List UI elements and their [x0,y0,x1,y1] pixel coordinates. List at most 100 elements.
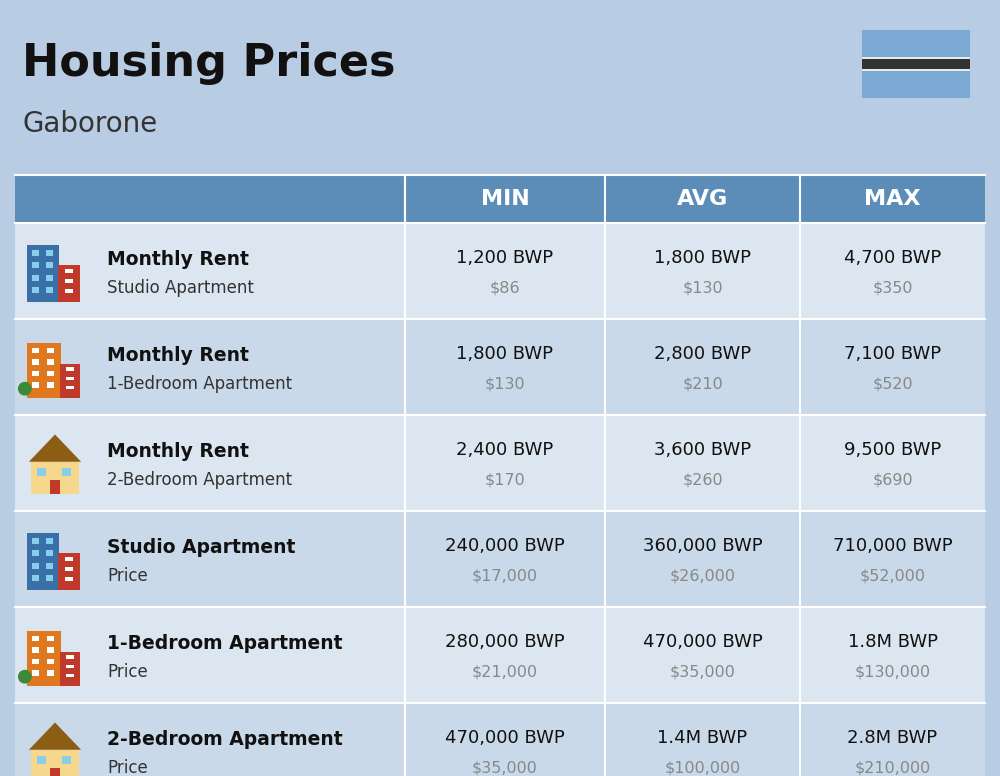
FancyBboxPatch shape [47,371,54,376]
FancyBboxPatch shape [405,415,605,511]
FancyBboxPatch shape [27,344,61,398]
FancyBboxPatch shape [95,319,405,415]
FancyBboxPatch shape [46,575,53,581]
Text: $260: $260 [682,473,723,488]
Text: 3,600 BWP: 3,600 BWP [654,441,751,459]
FancyBboxPatch shape [405,319,605,415]
Text: $100,000: $100,000 [664,760,741,776]
Text: $26,000: $26,000 [670,569,736,584]
Text: 1-Bedroom Apartment: 1-Bedroom Apartment [107,634,342,653]
FancyBboxPatch shape [15,703,95,776]
FancyBboxPatch shape [65,279,73,283]
Text: 240,000 BWP: 240,000 BWP [445,536,565,555]
Circle shape [19,670,31,683]
FancyBboxPatch shape [862,30,970,58]
FancyBboxPatch shape [405,175,605,223]
FancyBboxPatch shape [65,268,73,273]
Text: $520: $520 [872,377,913,392]
FancyBboxPatch shape [46,563,53,569]
FancyBboxPatch shape [32,636,39,641]
FancyBboxPatch shape [605,319,800,415]
FancyBboxPatch shape [15,319,95,415]
FancyBboxPatch shape [60,364,80,398]
Text: 1-Bedroom Apartment: 1-Bedroom Apartment [107,376,292,393]
Text: $130: $130 [485,377,525,392]
FancyBboxPatch shape [32,563,39,569]
FancyBboxPatch shape [32,371,39,376]
FancyBboxPatch shape [65,566,73,571]
Polygon shape [29,435,81,462]
FancyBboxPatch shape [800,415,985,511]
FancyBboxPatch shape [15,223,95,319]
Text: $52,000: $52,000 [860,569,926,584]
FancyBboxPatch shape [46,538,53,544]
Text: $35,000: $35,000 [670,665,735,680]
FancyBboxPatch shape [32,250,39,256]
FancyBboxPatch shape [15,607,95,703]
FancyBboxPatch shape [800,511,985,607]
FancyBboxPatch shape [60,652,80,686]
Text: 1,800 BWP: 1,800 BWP [654,248,751,267]
Text: 470,000 BWP: 470,000 BWP [643,632,762,650]
Text: MIN: MIN [481,189,529,209]
FancyBboxPatch shape [32,538,39,544]
FancyBboxPatch shape [15,511,95,607]
FancyBboxPatch shape [405,607,605,703]
FancyBboxPatch shape [46,550,53,556]
Text: 1.8M BWP: 1.8M BWP [848,632,938,650]
FancyBboxPatch shape [66,367,74,371]
FancyBboxPatch shape [31,462,79,494]
Text: 1,200 BWP: 1,200 BWP [456,248,554,267]
Text: 470,000 BWP: 470,000 BWP [445,729,565,747]
FancyBboxPatch shape [405,703,605,776]
Text: 7,100 BWP: 7,100 BWP [844,345,941,362]
FancyBboxPatch shape [31,750,79,776]
FancyBboxPatch shape [800,223,985,319]
FancyBboxPatch shape [95,703,405,776]
FancyBboxPatch shape [47,359,54,365]
Text: 710,000 BWP: 710,000 BWP [833,536,952,555]
FancyBboxPatch shape [95,607,405,703]
FancyBboxPatch shape [800,319,985,415]
Text: 1,800 BWP: 1,800 BWP [456,345,554,362]
Text: $130: $130 [682,281,723,296]
Text: $210,000: $210,000 [854,760,931,776]
FancyBboxPatch shape [32,647,39,653]
FancyBboxPatch shape [15,175,95,223]
FancyBboxPatch shape [27,632,61,686]
FancyBboxPatch shape [862,58,970,69]
FancyBboxPatch shape [47,670,54,676]
Text: 1.4M BWP: 1.4M BWP [657,729,748,747]
FancyBboxPatch shape [95,175,405,223]
FancyBboxPatch shape [50,480,60,494]
FancyBboxPatch shape [47,348,54,353]
FancyBboxPatch shape [66,655,74,659]
Circle shape [19,383,31,395]
Text: 2.8M BWP: 2.8M BWP [847,729,938,747]
Text: $210: $210 [682,377,723,392]
FancyBboxPatch shape [32,670,39,676]
FancyBboxPatch shape [862,69,970,98]
FancyBboxPatch shape [58,265,80,302]
Text: Price: Price [107,759,148,776]
FancyBboxPatch shape [32,359,39,365]
FancyBboxPatch shape [800,175,985,223]
Text: $690: $690 [872,473,913,488]
FancyBboxPatch shape [46,275,53,281]
FancyBboxPatch shape [66,674,74,677]
FancyBboxPatch shape [66,386,74,390]
Text: Price: Price [107,663,148,681]
FancyBboxPatch shape [47,659,54,664]
FancyBboxPatch shape [46,262,53,268]
FancyBboxPatch shape [65,556,73,561]
FancyBboxPatch shape [405,511,605,607]
FancyBboxPatch shape [32,659,39,664]
FancyBboxPatch shape [95,223,405,319]
FancyBboxPatch shape [95,511,405,607]
FancyBboxPatch shape [37,756,46,764]
FancyBboxPatch shape [47,647,54,653]
Text: Gaborone: Gaborone [22,110,157,138]
FancyBboxPatch shape [27,533,59,590]
FancyBboxPatch shape [862,57,970,59]
FancyBboxPatch shape [800,703,985,776]
